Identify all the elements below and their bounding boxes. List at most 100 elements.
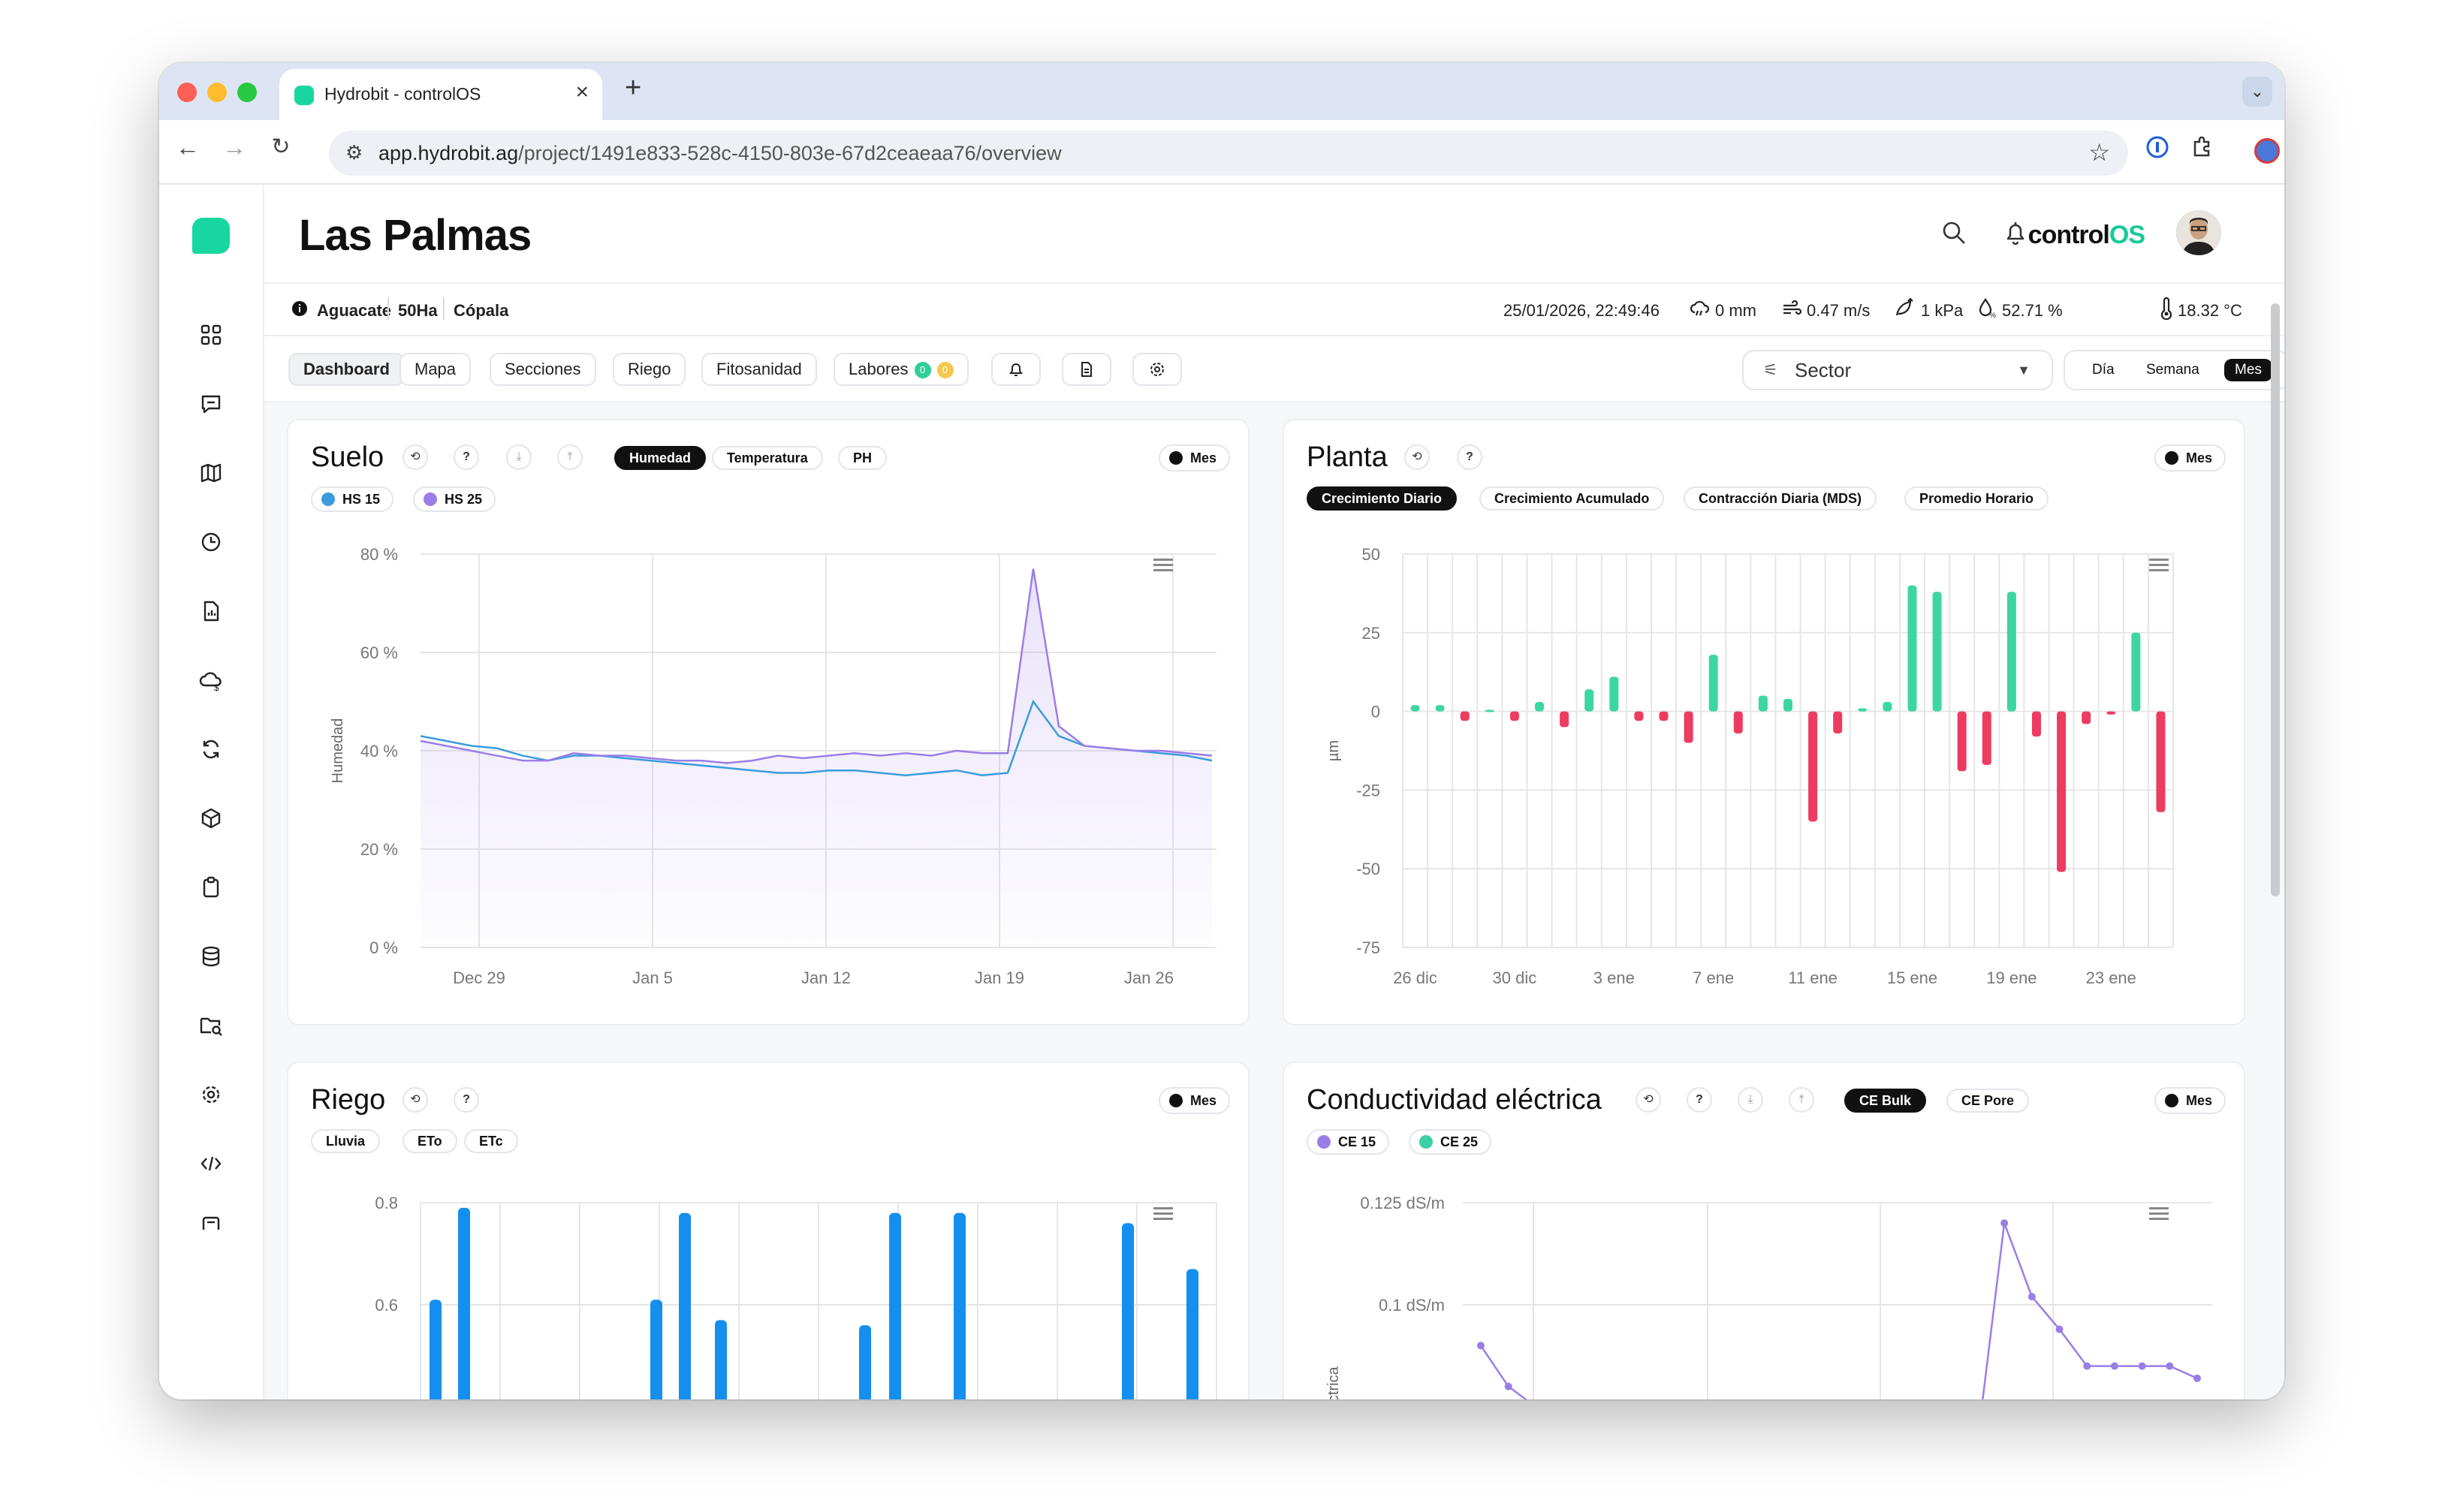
profile-icon[interactable]: [2251, 135, 2283, 167]
metric-temperatura[interactable]: Temperatura: [712, 446, 823, 470]
clipboard-icon[interactable]: [189, 869, 233, 905]
database-icon[interactable]: [189, 938, 233, 974]
tab-mapa[interactable]: Mapa: [399, 353, 472, 386]
metric-contraccion-diaria[interactable]: Contracción Diaria (MDS): [1684, 486, 1877, 511]
legend-ce15[interactable]: CE 15: [1307, 1129, 1390, 1155]
settings-button[interactable]: [1132, 353, 1182, 386]
code-icon[interactable]: [189, 1146, 233, 1182]
metric-promedio-horario[interactable]: Promedio Horario: [1904, 486, 2049, 511]
tab-labores[interactable]: Labores 0 0: [834, 353, 969, 386]
settings-icon[interactable]: [189, 1077, 233, 1113]
gear-icon: [1150, 363, 1164, 376]
y-tick-label: 20 %: [360, 840, 398, 859]
minimize-window-button[interactable]: [207, 83, 227, 102]
new-tab-icon[interactable]: +: [625, 72, 642, 104]
x-tick-label: Dec 29: [453, 968, 505, 987]
suelo-chart: 80 % 60 % 40 % 20 % 0 % Dec 29 Jan 5 Jan 12 Jan …: [330, 545, 1216, 987]
maximize-window-button[interactable]: [237, 83, 257, 102]
bar: [1609, 676, 1619, 712]
upload-icon[interactable]: ⤒: [557, 444, 583, 470]
clock-icon[interactable]: [189, 524, 233, 560]
reset-icon[interactable]: ⟲: [402, 1087, 428, 1113]
report-button[interactable]: [1062, 353, 1111, 386]
metric-crecimiento-diario[interactable]: Crecimiento Diario: [1307, 486, 1458, 511]
help-icon[interactable]: ?: [1687, 1087, 1712, 1113]
reload-icon[interactable]: ↻: [271, 134, 291, 159]
chat-icon[interactable]: [189, 386, 233, 422]
bell-icon[interactable]: [2002, 219, 2029, 250]
tab-fitosanidad[interactable]: Fitosanidad: [701, 353, 817, 386]
download-icon[interactable]: ⤓: [506, 444, 532, 470]
bookmark-star-icon[interactable]: ☆: [2088, 139, 2110, 166]
help-icon[interactable]: ?: [1457, 444, 1482, 470]
browser-tab[interactable]: Hydrobit - controlOS ×: [279, 69, 602, 120]
close-window-button[interactable]: [177, 83, 197, 102]
period-dia[interactable]: Día: [2092, 362, 2115, 378]
svg-text:$: $: [214, 682, 219, 691]
tab-riego[interactable]: Riego: [613, 353, 686, 386]
legend-lluvia[interactable]: Lluvia: [311, 1129, 381, 1153]
suelo-period-badge[interactable]: Mes: [1158, 444, 1230, 471]
tab-search-icon[interactable]: ⌄: [2242, 77, 2272, 107]
sector-select[interactable]: ⚟ Sector ▼: [1742, 350, 2053, 390]
map-icon[interactable]: [189, 455, 233, 491]
page-scrollbar[interactable]: [2271, 303, 2280, 896]
reset-icon[interactable]: ⟲: [1404, 444, 1430, 470]
tab-dashboard[interactable]: Dashboard: [288, 353, 405, 386]
metric-ce-bulk[interactable]: CE Bulk: [1844, 1089, 1927, 1113]
legend-ce25-label: CE 25: [1440, 1134, 1479, 1149]
bar: [1684, 711, 1693, 743]
legend-eto[interactable]: ETo: [402, 1129, 457, 1153]
help-icon[interactable]: ?: [454, 444, 479, 470]
y-tick-label: 0 %: [369, 938, 398, 957]
legend-etc[interactable]: ETc: [464, 1129, 518, 1153]
search-icon[interactable]: [1940, 219, 1967, 250]
metric-crecimiento-acumulado[interactable]: Crecimiento Acumulado: [1479, 486, 1665, 511]
upload-icon[interactable]: ⤒: [1789, 1087, 1814, 1113]
avatar[interactable]: [2176, 210, 2221, 255]
help-icon[interactable]: ?: [454, 1087, 479, 1113]
ce-period-badge[interactable]: Mes: [2154, 1087, 2226, 1114]
download-icon[interactable]: ⤓: [1738, 1087, 1763, 1113]
folder-search-icon[interactable]: [189, 1007, 233, 1044]
password-manager-icon[interactable]: [2142, 135, 2173, 167]
chart-menu-icon: [2149, 1207, 2169, 1209]
address-bar[interactable]: ⚙ app.hydrobit.ag/project/1491e833-528c-…: [329, 131, 2128, 176]
url-text[interactable]: app.hydrobit.ag/project/1491e833-528c-41…: [378, 142, 1062, 165]
ce-card: Conductividad eléctrica ⟲ ? ⤓ ⤒ CE Bulk …: [1283, 1062, 2245, 1399]
y-tick-label: 40 %: [360, 742, 398, 761]
page-title: Las Palmas: [299, 211, 532, 260]
legend-hs25[interactable]: HS 25: [413, 486, 496, 512]
legend-ce25[interactable]: CE 25: [1409, 1129, 1492, 1155]
wind-value: 0.47 m/s: [1807, 301, 1871, 320]
hydrobit-logo[interactable]: [192, 218, 230, 254]
metric-ph[interactable]: PH: [838, 446, 888, 470]
alerts-button[interactable]: [991, 353, 1041, 386]
period-mes[interactable]: Mes: [2224, 359, 2272, 381]
reset-icon[interactable]: ⟲: [1636, 1087, 1661, 1113]
report-icon[interactable]: [189, 593, 233, 629]
metric-humedad[interactable]: Humedad: [614, 446, 707, 470]
riego-period-badge[interactable]: Mes: [1158, 1087, 1230, 1114]
browser-window: Hydrobit - controlOS × + ⌄ ← → ↻ ⚙ app.h…: [159, 63, 2284, 1399]
browser-menu-icon[interactable]: ⋮: [2278, 135, 2284, 167]
planta-period-badge[interactable]: Mes: [2154, 444, 2226, 471]
extensions-icon[interactable]: [2187, 135, 2218, 167]
bar: [1560, 711, 1569, 727]
x-tick-label: Jan 5: [632, 968, 673, 987]
period-semana[interactable]: Semana: [2146, 362, 2199, 378]
legend-hs15[interactable]: HS 15: [311, 486, 394, 512]
grid-icon[interactable]: [189, 317, 233, 353]
close-tab-icon[interactable]: ×: [575, 80, 589, 104]
back-icon[interactable]: ←: [176, 134, 200, 161]
tab-secciones[interactable]: Secciones: [490, 353, 596, 386]
document-icon[interactable]: [189, 1215, 233, 1230]
ce-chart: 0.125 dS/m 0.1 dS/m d eléctrica: [1325, 1194, 2212, 1399]
package-icon[interactable]: [189, 800, 233, 836]
reset-icon[interactable]: ⟲: [402, 444, 428, 470]
metric-ce-pore[interactable]: CE Pore: [1946, 1089, 2030, 1113]
cloud-cost-icon[interactable]: $: [189, 662, 233, 698]
site-settings-icon[interactable]: ⚙: [345, 141, 363, 164]
forward-icon[interactable]: →: [222, 134, 246, 161]
sync-icon[interactable]: [189, 731, 233, 767]
